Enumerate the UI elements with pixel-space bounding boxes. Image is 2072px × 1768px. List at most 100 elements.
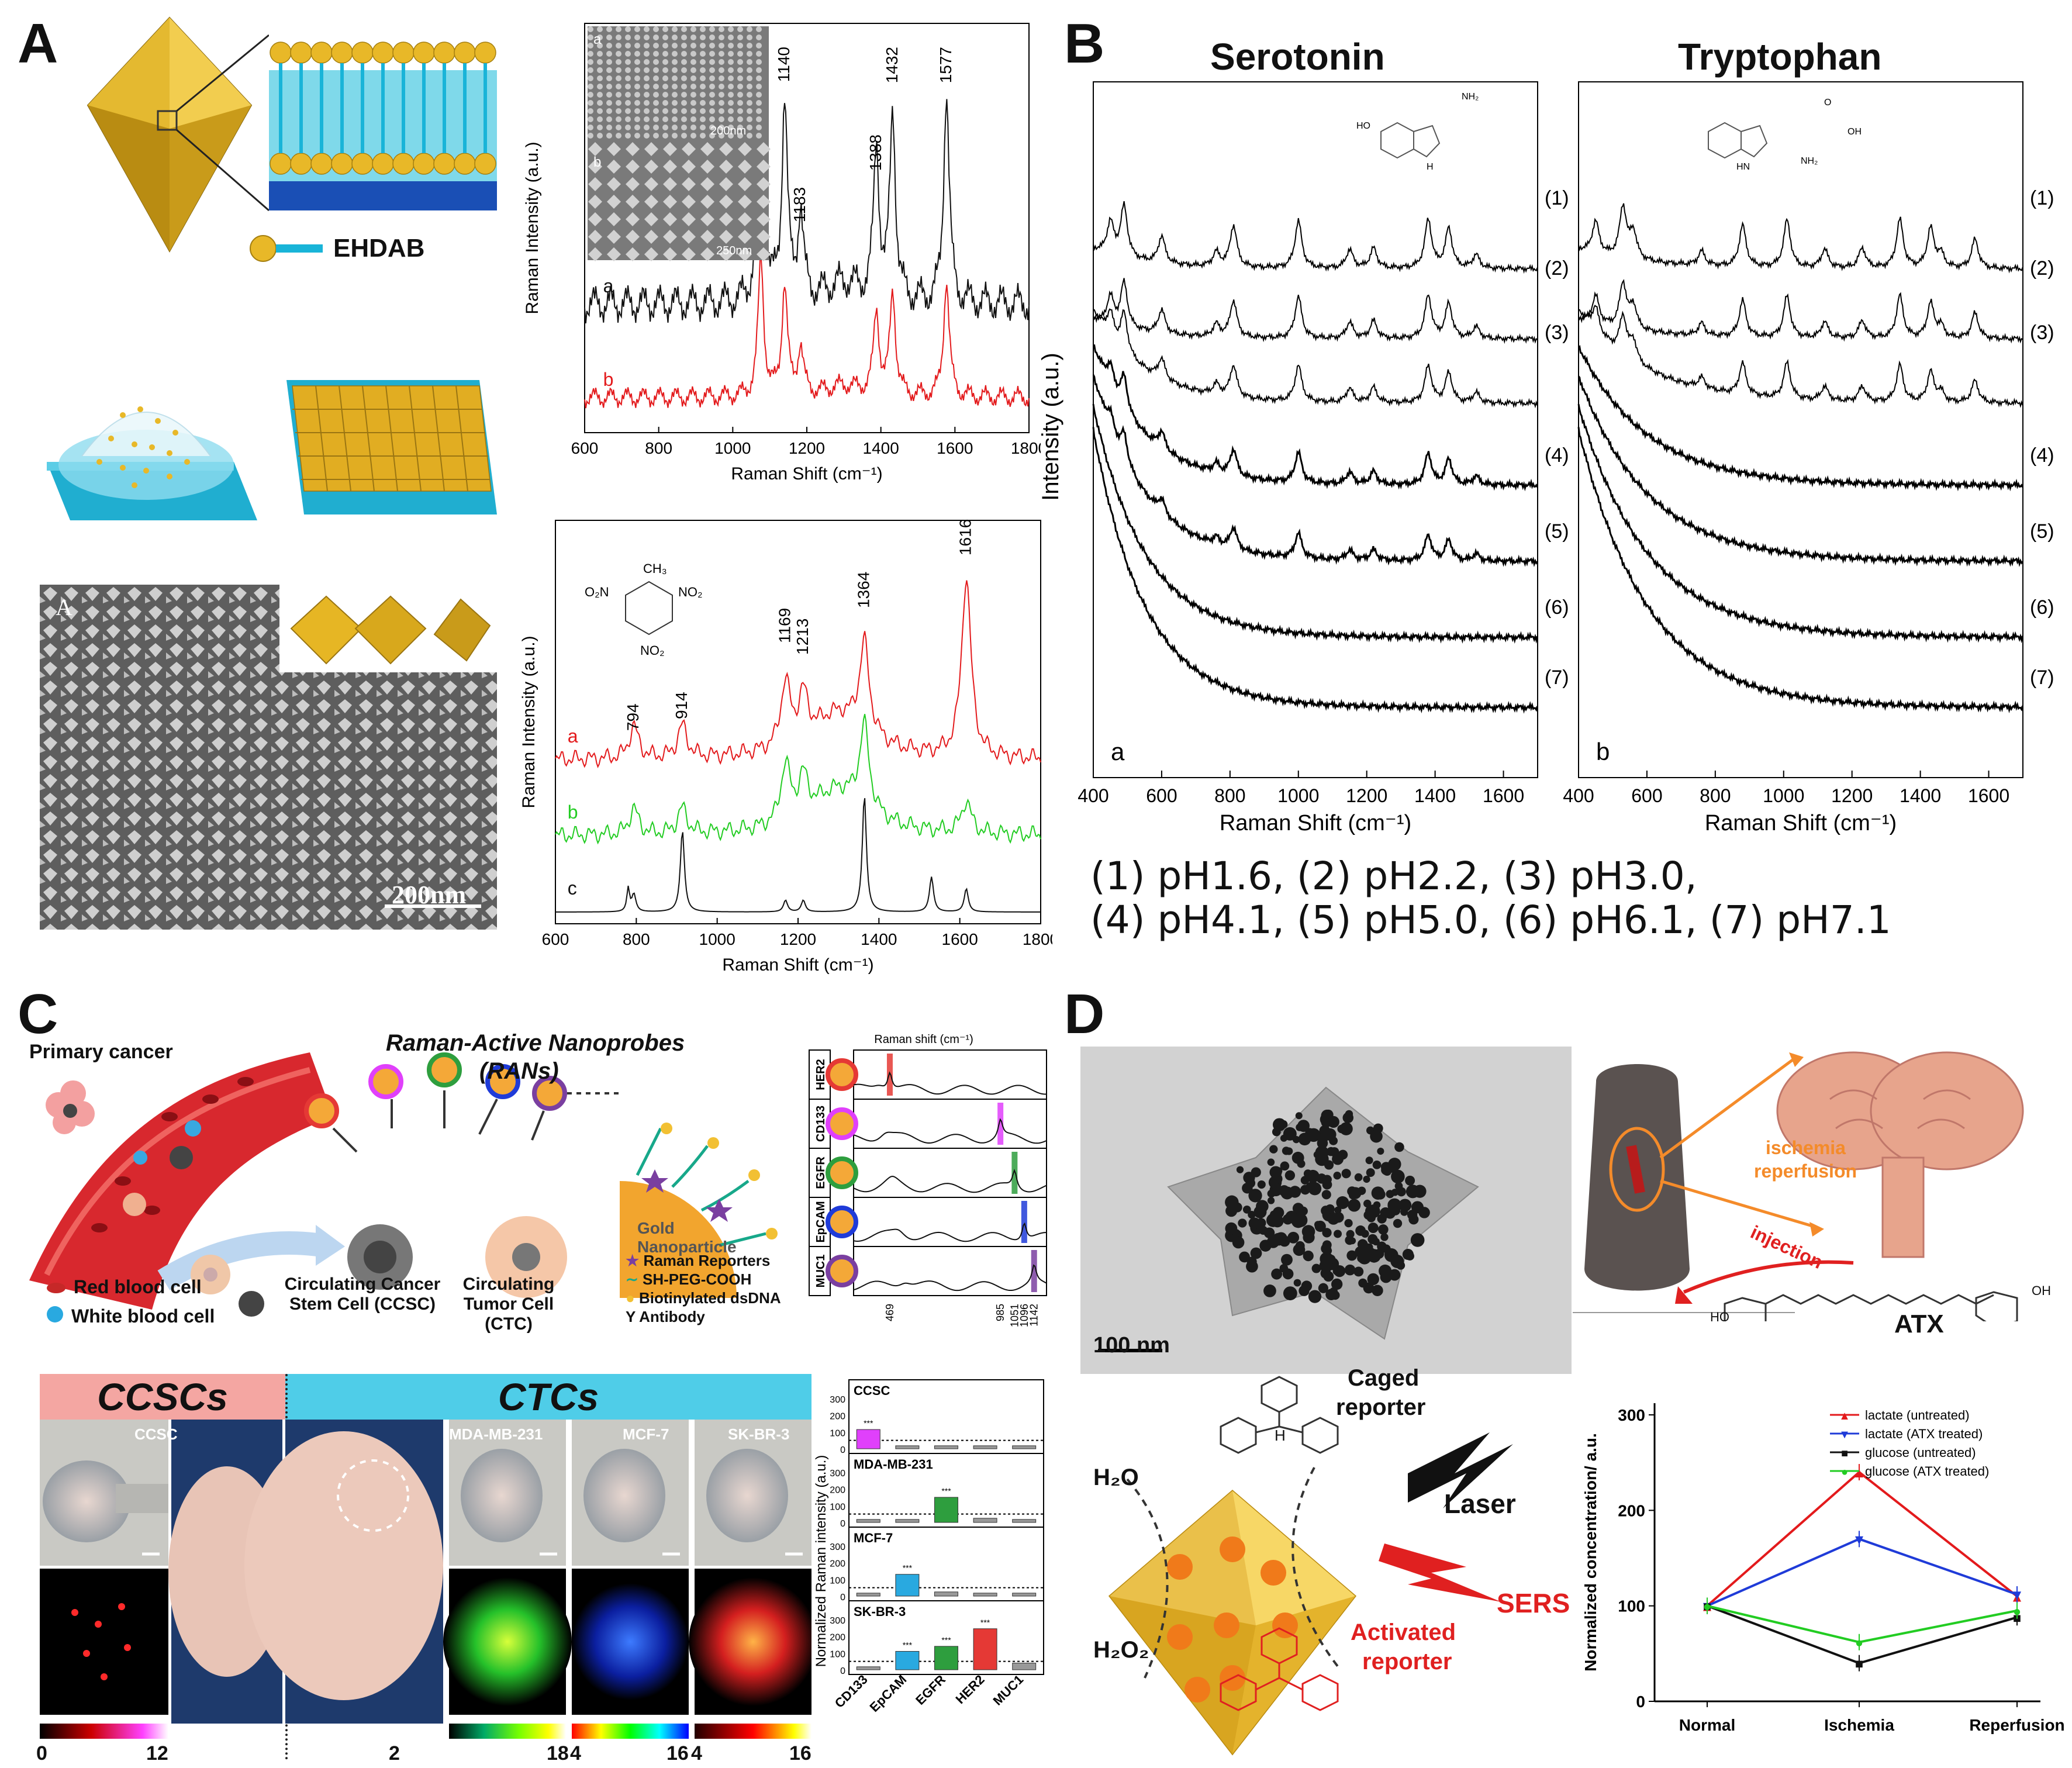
sem-octa [719, 212, 733, 226]
bar-MUC1 [1012, 1445, 1037, 1449]
nanoparticle-dot [1325, 1254, 1336, 1265]
rbc-text: Red blood cell [74, 1276, 202, 1297]
sem-dot [644, 34, 650, 40]
ph-legend-line-1: (1) pH1.6, (2) pH2.2, (3) pH3.0, [1090, 854, 1697, 899]
nanoparticle-dot [1279, 1120, 1288, 1129]
sem-dot [616, 67, 621, 73]
sem-dot [644, 116, 650, 122]
sem-dot [606, 75, 612, 81]
sem-dot [597, 75, 603, 81]
sem-octa [588, 247, 602, 261]
sem-octa [626, 177, 640, 191]
sem-dot [588, 51, 593, 57]
nanoparticle-dot [1372, 1238, 1380, 1246]
bar-EGFR [934, 1445, 958, 1449]
sem-dot [606, 59, 612, 65]
nanoparticle-dot [1410, 1233, 1425, 1247]
peak-tick-label: 985 [994, 1304, 1006, 1321]
sem-dot [653, 26, 659, 32]
row-label-EGFR: EGFR [814, 1156, 827, 1189]
reference-trace [853, 1071, 1047, 1095]
sem-dot [597, 51, 603, 57]
data-marker: ● [1703, 1599, 1712, 1615]
y-tick-label: 200 [830, 1633, 845, 1643]
nanoparticle-dot [1405, 1252, 1414, 1261]
serotonin-title: Serotonin [1210, 36, 1385, 78]
series-label: b [603, 369, 614, 390]
sem-dot [709, 26, 715, 32]
significance-stars: *** [903, 1640, 913, 1649]
nanoparticle-dot [1396, 1261, 1405, 1270]
sem-dot [672, 34, 678, 40]
nanoparticle-dot [1298, 1132, 1311, 1146]
x-tick-label: 1000 [699, 930, 735, 948]
sem-dot [662, 26, 668, 32]
sem-octa [626, 195, 640, 209]
nanoparticle-dot [1372, 1284, 1383, 1297]
sem-dot [681, 108, 687, 114]
sem-dot [728, 59, 734, 65]
bar-subpanel [848, 1527, 1044, 1601]
nanoparticle-dot [1257, 1180, 1266, 1189]
sem-dot [747, 108, 752, 114]
sem-octa [607, 177, 621, 191]
y-tick-label: 300 [830, 1542, 845, 1552]
nanoparticle-dot [1346, 1250, 1358, 1261]
sem-dot [756, 116, 762, 122]
trace-1 [1578, 203, 2023, 274]
sem-octa [663, 142, 677, 156]
legend-label: glucose (untreated) [1865, 1445, 1976, 1460]
bar-EGFR [934, 1591, 958, 1597]
atx-ho-label: HO [1710, 1310, 1729, 1324]
sem-dot [690, 92, 696, 98]
sem-dot [747, 59, 752, 65]
spectrum-series-b [584, 255, 1030, 409]
bar-HER2 [973, 1628, 997, 1670]
data-marker: ▼ [1852, 1532, 1866, 1548]
sem-dot [662, 67, 668, 73]
nanoparticle-dot [1311, 1263, 1321, 1273]
nanoparticle-dot [1380, 1271, 1392, 1283]
tem-image [1080, 1047, 1572, 1374]
sem-dot [672, 100, 678, 106]
sem-dot [606, 26, 612, 32]
sem-dot [747, 133, 752, 139]
x-tick-label: 1800 [1011, 439, 1041, 457]
wbc-icon [47, 1306, 63, 1322]
ran-reference-spectra: Raman shift (cm⁻¹) HER2 CD133 EGFR EpCAM MUC1… [809, 1033, 1047, 1327]
sem-octa [757, 177, 771, 191]
sem-dot [597, 133, 603, 139]
sem-dot [719, 59, 724, 65]
sem-dot [644, 100, 650, 106]
series-label: a [603, 275, 614, 296]
legend-marker: ▲ [1839, 1410, 1850, 1422]
sem-dot [747, 100, 752, 106]
sem-dot [625, 34, 631, 40]
rbc-label: Red blood cell [47, 1276, 202, 1298]
hn-label: HN [1736, 162, 1750, 172]
legend-antibody: Y Antibody [626, 1307, 781, 1326]
ischemia-label: ischemia [1766, 1137, 1846, 1158]
sem-dot [653, 108, 659, 114]
self-assembly-illustration [47, 380, 497, 520]
series-label: a [568, 726, 578, 747]
sem-dot [597, 116, 603, 122]
panel-label-c: C [18, 983, 58, 1045]
nanoparticle-dot [1372, 1160, 1382, 1169]
sem-dot [719, 26, 724, 32]
sem-dot [719, 100, 724, 106]
atx-label: ATX [1894, 1310, 1944, 1338]
nanoparticle-dot [1386, 1190, 1394, 1199]
y-axis-label: Normalized concentration/ a.u. [1581, 1433, 1600, 1672]
sem-octa [700, 142, 714, 156]
activated-label: Activated [1351, 1619, 1456, 1645]
sem-octa [757, 142, 771, 156]
sem-dot [700, 26, 706, 32]
nanoparticle-dot [1279, 1235, 1290, 1247]
sem-octa [607, 195, 621, 209]
sem-dot [662, 34, 668, 40]
nanoparticle-dot [1248, 1210, 1256, 1219]
sem-dot [606, 108, 612, 114]
nanoparticle-dot [1345, 1110, 1353, 1118]
sem-octa [588, 230, 602, 244]
